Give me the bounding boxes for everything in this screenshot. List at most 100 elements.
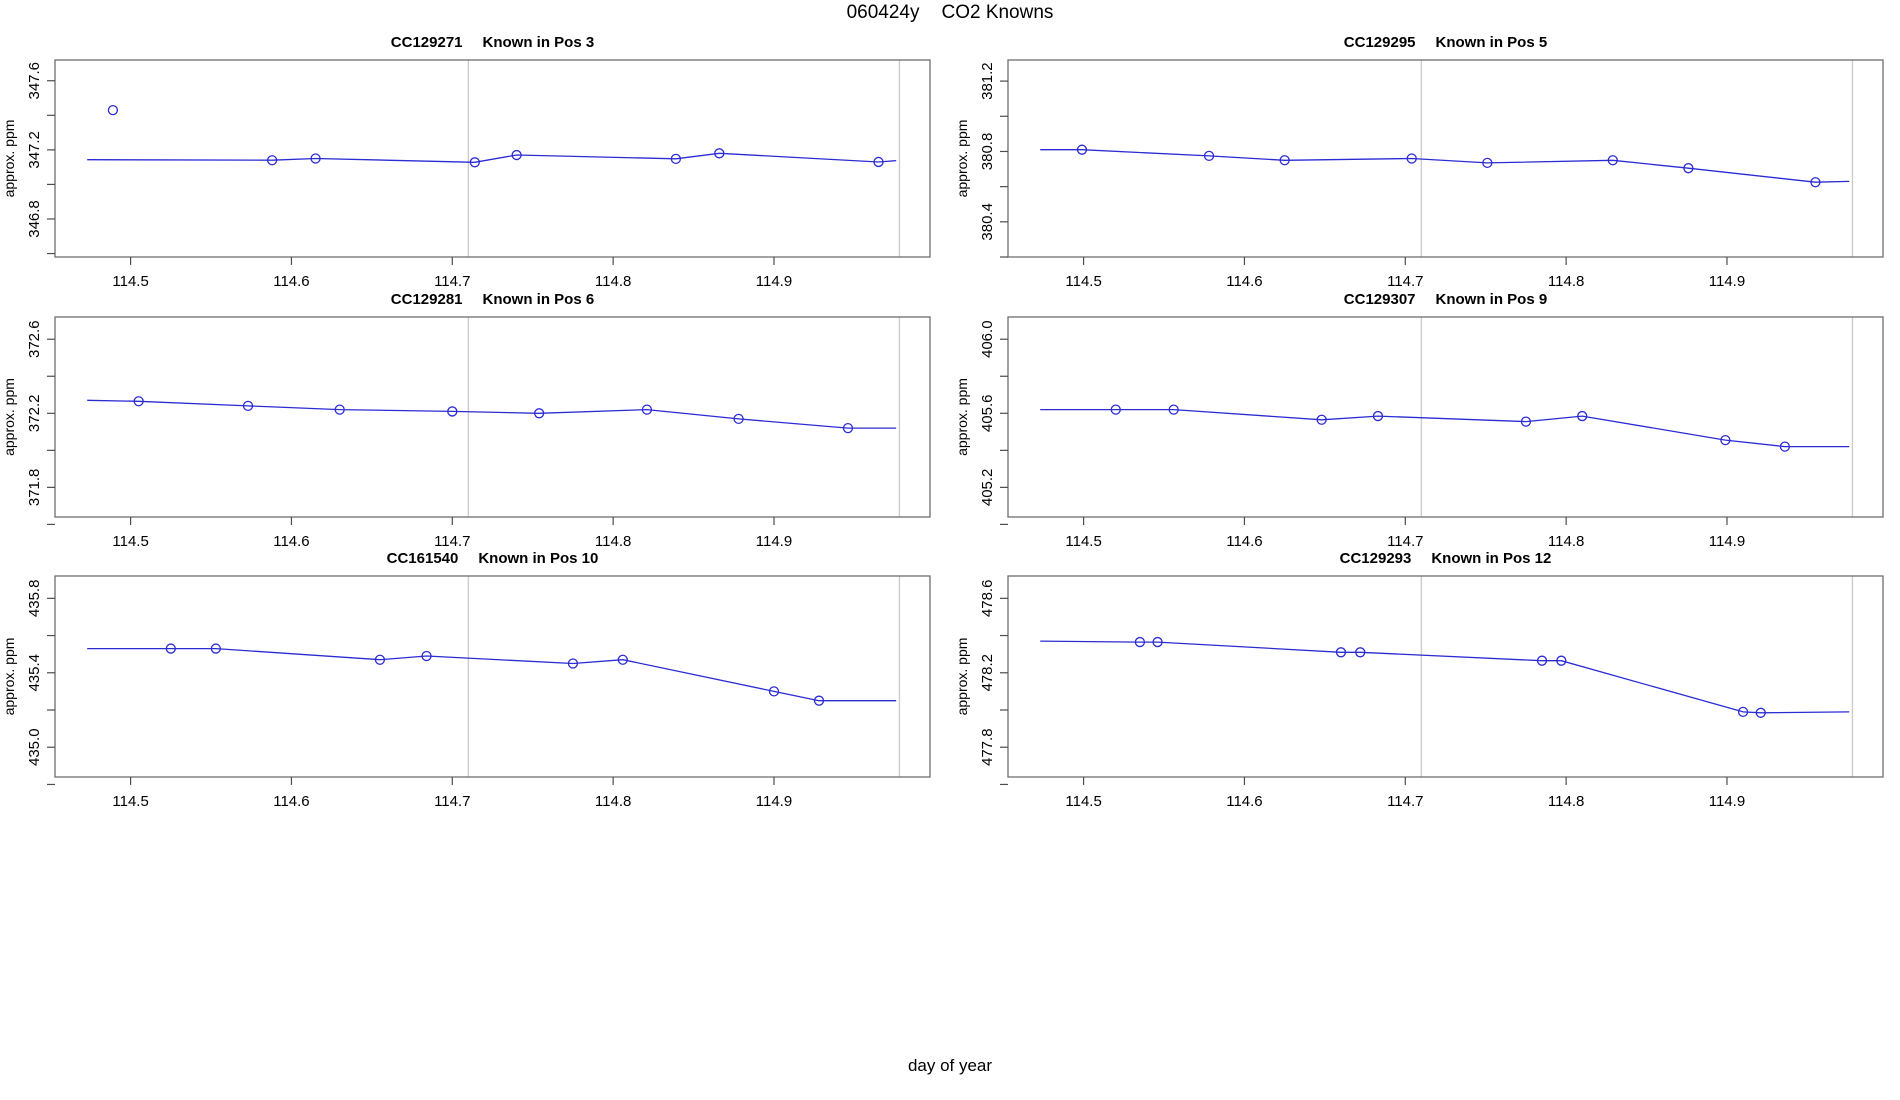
chart-cc129295: 114.5 114.6 114.7 114.8 114.9 381.2 380.8 380.4… <box>953 28 1898 314</box>
data-point-circle <box>374 654 386 665</box>
x-tick-label: 114.7 <box>434 273 470 290</box>
x-axis-figure-label: day of year <box>907 1056 993 1075</box>
plot-svg: 114.5 114.6 114.7 114.8 114.9 347.6 347.2 346.8… <box>1 59 931 290</box>
chart-title-pos6: CC129281 Known in Pos 6 <box>55 291 930 308</box>
x-tick-label: 114.8 <box>1548 793 1584 810</box>
chart-title-code: CC129295 <box>1343 34 1416 51</box>
plot-svg: 114.5 114.6 114.7 114.8 114.9 478.6 478.2 477.8… <box>954 575 1884 810</box>
data-point-circle <box>1134 636 1146 648</box>
data-point-circle <box>714 148 725 159</box>
chart-cc161540: 114.5 114.6 114.7 114.8 114.9 435.8 435.4 435.0… <box>0 544 945 834</box>
data-point-circle <box>1536 655 1548 666</box>
x-tick-label: 114.6 <box>273 273 309 290</box>
data-point-circle <box>873 156 884 168</box>
series-line <box>87 647 897 702</box>
chart-title-label: Known in Pos 6 <box>482 291 595 308</box>
y-tick-label: 406.0 <box>979 320 996 358</box>
y-axis-label: approx. ppm <box>954 120 970 198</box>
plot-svg: 114.5 114.6 114.7 114.8 114.9 381.2 380.8 380.4… <box>954 59 1884 290</box>
series-line <box>87 152 897 163</box>
x-tick-label: 114.6 <box>273 533 309 550</box>
y-tick-label: 405.2 <box>979 469 996 507</box>
data-point-circle <box>1406 153 1417 164</box>
data-point-circle <box>1683 163 1694 174</box>
x-tick-label: 114.5 <box>112 273 148 290</box>
data-point-circle <box>511 149 522 161</box>
chart-title-label: Known in Pos 9 <box>1435 291 1548 308</box>
chart-cc129293: 114.5 114.6 114.7 114.8 114.9 478.6 478.2 477.8… <box>953 544 1898 834</box>
data-point-circle <box>1520 416 1532 427</box>
series-line <box>1040 408 1850 448</box>
data-point-circle <box>1279 155 1290 166</box>
plot-svg: 114.5 114.6 114.7 114.8 114.9 372.6 372.2 371.8… <box>1 316 931 550</box>
x-tick-label: 114.9 <box>756 533 792 550</box>
x-tick-label: 114.7 <box>434 793 470 810</box>
y-axis-label: approx. ppm <box>1 120 17 198</box>
data-point-circle <box>733 413 744 425</box>
data-point-circle <box>768 686 780 697</box>
plot-frame <box>54 316 931 518</box>
plot-frame <box>1007 316 1884 518</box>
data-point-circle <box>1372 410 1384 422</box>
x-tick-label: 114.8 <box>595 533 631 550</box>
data-point-circle <box>1355 647 1366 658</box>
y-tick-label: 347.2 <box>26 131 43 169</box>
data-point-circle <box>1076 144 1088 155</box>
chart-title-label: Known in Pos 12 <box>1431 550 1552 567</box>
data-point-circle <box>1720 434 1731 446</box>
x-tick-label: 114.5 <box>1065 533 1101 550</box>
y-tick-label: 380.8 <box>979 133 996 171</box>
chart-title-code: CC129307 <box>1343 291 1416 308</box>
y-tick-label: 346.8 <box>26 200 43 238</box>
data-point-circle <box>266 155 278 166</box>
x-tick-label: 114.8 <box>595 793 631 810</box>
data-point-circle <box>842 422 854 434</box>
chart-cc129271: 114.5 114.6 114.7 114.8 114.9 347.6 347.2 346.8… <box>0 28 945 314</box>
x-tick-label: 114.6 <box>1226 533 1262 550</box>
chart-cc129281: 114.5 114.6 114.7 114.8 114.9 372.6 372.2 371.8… <box>0 285 945 574</box>
data-point-circle <box>813 695 825 706</box>
plot-svg: 114.5 114.6 114.7 114.8 114.9 435.8 435.4 435.0… <box>1 575 931 810</box>
data-point-circle <box>242 400 254 412</box>
data-point-circle <box>310 153 321 164</box>
y-axis-label: approx. ppm <box>1 638 17 716</box>
y-tick-label: 477.8 <box>979 728 996 766</box>
x-tick-label: 114.9 <box>1709 533 1745 550</box>
data-point-circle <box>469 157 480 168</box>
data-point-circle <box>1203 150 1215 162</box>
chart-title-pos9: CC129307 Known in Pos 9 <box>1008 291 1883 308</box>
x-tick-label: 114.8 <box>595 273 631 290</box>
x-tick-label: 114.7 <box>434 533 470 550</box>
y-tick-label: 435.8 <box>26 580 43 618</box>
data-point-circle <box>1755 707 1766 718</box>
y-axis-label: approx. ppm <box>954 378 970 456</box>
data-point-circle <box>641 404 653 415</box>
data-point-circle <box>210 643 221 654</box>
x-tick-label: 114.7 <box>1387 273 1423 290</box>
data-point-circle <box>421 650 432 662</box>
data-point-circle <box>1152 636 1163 648</box>
y-tick-label: 478.6 <box>979 580 996 618</box>
x-tick-label: 114.5 <box>1065 793 1101 810</box>
chart-title-code: CC129293 <box>1339 550 1412 567</box>
x-tick-label: 114.9 <box>756 793 792 810</box>
data-point-circle <box>567 658 579 669</box>
chart-title-pos10: CC161540 Known in Pos 10 <box>55 550 930 567</box>
x-tick-label: 114.6 <box>273 793 309 810</box>
data-point-circle <box>1577 410 1588 422</box>
chart-title-code: CC161540 <box>386 550 459 567</box>
y-tick-label: 381.2 <box>979 62 996 100</box>
data-point-circle <box>1482 157 1493 169</box>
chart-title-code: CC129271 <box>390 34 463 51</box>
y-tick-label: 405.6 <box>979 395 996 433</box>
x-tick-label: 114.8 <box>1548 273 1584 290</box>
y-tick-label: 371.8 <box>26 469 43 507</box>
data-point-circle <box>1607 155 1618 166</box>
series-line <box>1040 149 1850 183</box>
plot-svg: 114.5 114.6 114.7 114.8 114.9 406.0 405.6 405.2… <box>954 316 1884 550</box>
x-tick-label: 114.9 <box>1709 793 1745 810</box>
chart-title-pos12: CC129293 Known in Pos 12 <box>1008 550 1883 567</box>
data-point-circle <box>1316 414 1327 425</box>
x-tick-label: 114.7 <box>1387 533 1423 550</box>
